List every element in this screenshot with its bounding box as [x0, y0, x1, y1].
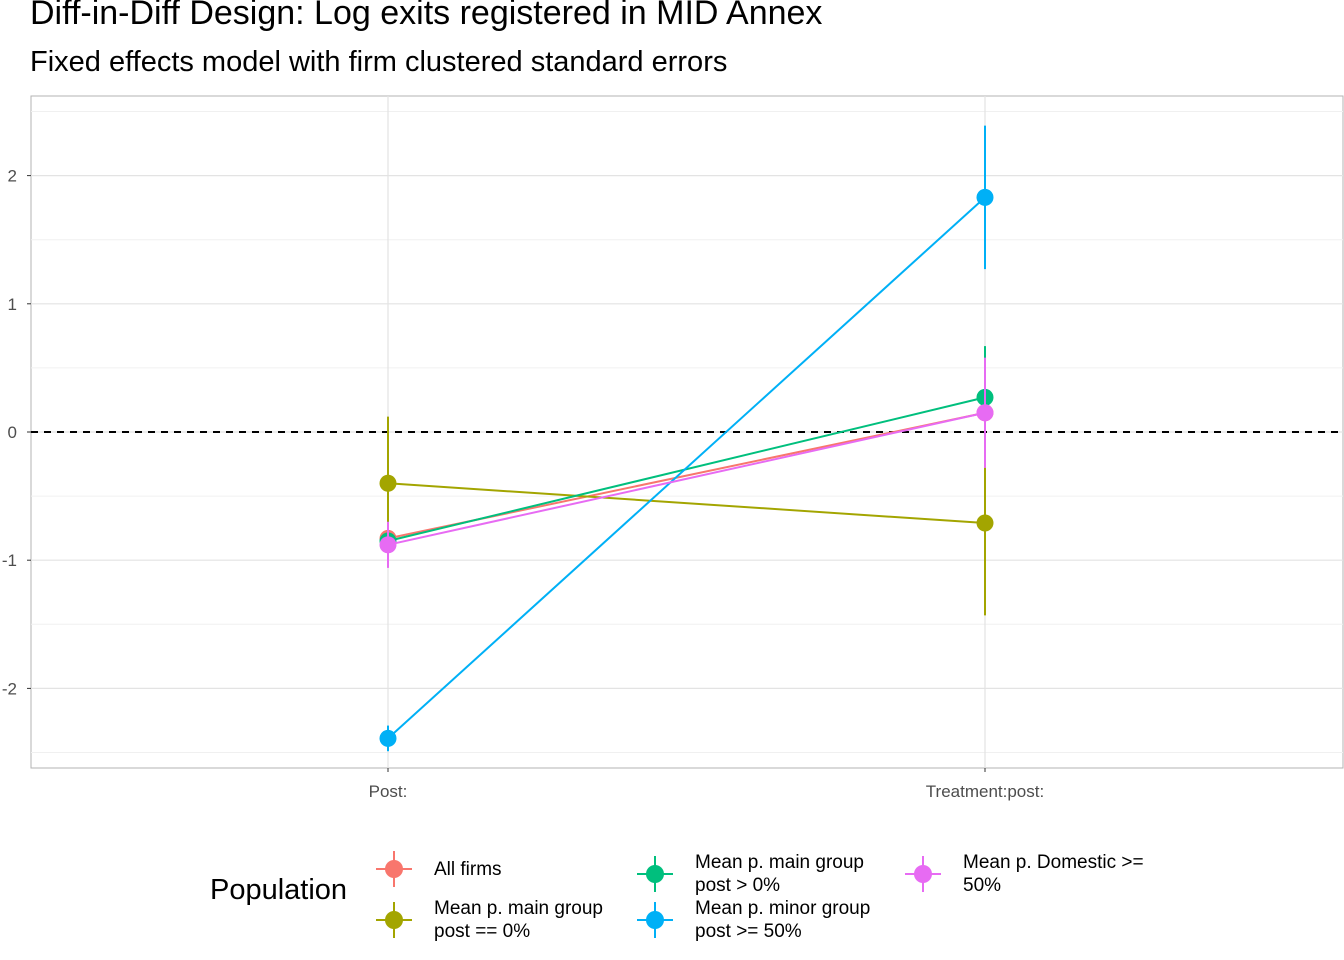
data-point [976, 404, 994, 422]
legend-key-icon [905, 856, 941, 892]
x-tick-label: Post: [369, 782, 408, 801]
legend-label: Mean p. main group post == 0% [434, 898, 603, 942]
legend-key-icon [637, 902, 673, 938]
legend-item: Mean p. main group post > 0% [637, 851, 864, 897]
legend-key-icon [376, 851, 412, 887]
y-tick-label: -2 [2, 679, 17, 698]
data-point [379, 474, 397, 492]
y-tick-label: -1 [2, 551, 17, 570]
legend-item: Mean p. main group post == 0% [376, 897, 603, 943]
legend-label: Mean p. Domestic >= 50% [963, 852, 1144, 896]
data-point [379, 536, 397, 554]
data-point [976, 514, 994, 532]
x-tick-label: Treatment:post: [926, 782, 1044, 801]
data-point [379, 729, 397, 747]
legend-label: Mean p. main group post > 0% [695, 852, 864, 896]
legend-item: All firms [376, 851, 502, 887]
y-tick-label: 2 [8, 167, 17, 186]
y-tick-label: 0 [8, 423, 17, 442]
legend-title: Population [210, 874, 348, 906]
legend-key-icon [637, 856, 673, 892]
plot-area: -2 -1 0 1 2 Post: Treatment:post: [2, 95, 1344, 801]
series-line [387, 482, 986, 525]
data-point [976, 188, 994, 206]
chart-subtitle: Fixed effects model with firm clustered … [30, 46, 728, 78]
legend-label: Mean p. minor group post >= 50% [695, 898, 871, 942]
series-line [387, 196, 986, 740]
chart-title: Diff-in-Diff Design: Log exits registere… [30, 0, 823, 32]
legend-item: Mean p. minor group post >= 50% [637, 897, 870, 943]
legend-key-icon [376, 902, 412, 938]
series-3 [379, 125, 994, 752]
series-4 [379, 357, 994, 568]
legend-item: Mean p. Domestic >= 50% [905, 851, 1144, 897]
legend-label: All firms [434, 858, 502, 880]
series-line [387, 411, 986, 546]
y-tick-label: 1 [8, 295, 17, 314]
